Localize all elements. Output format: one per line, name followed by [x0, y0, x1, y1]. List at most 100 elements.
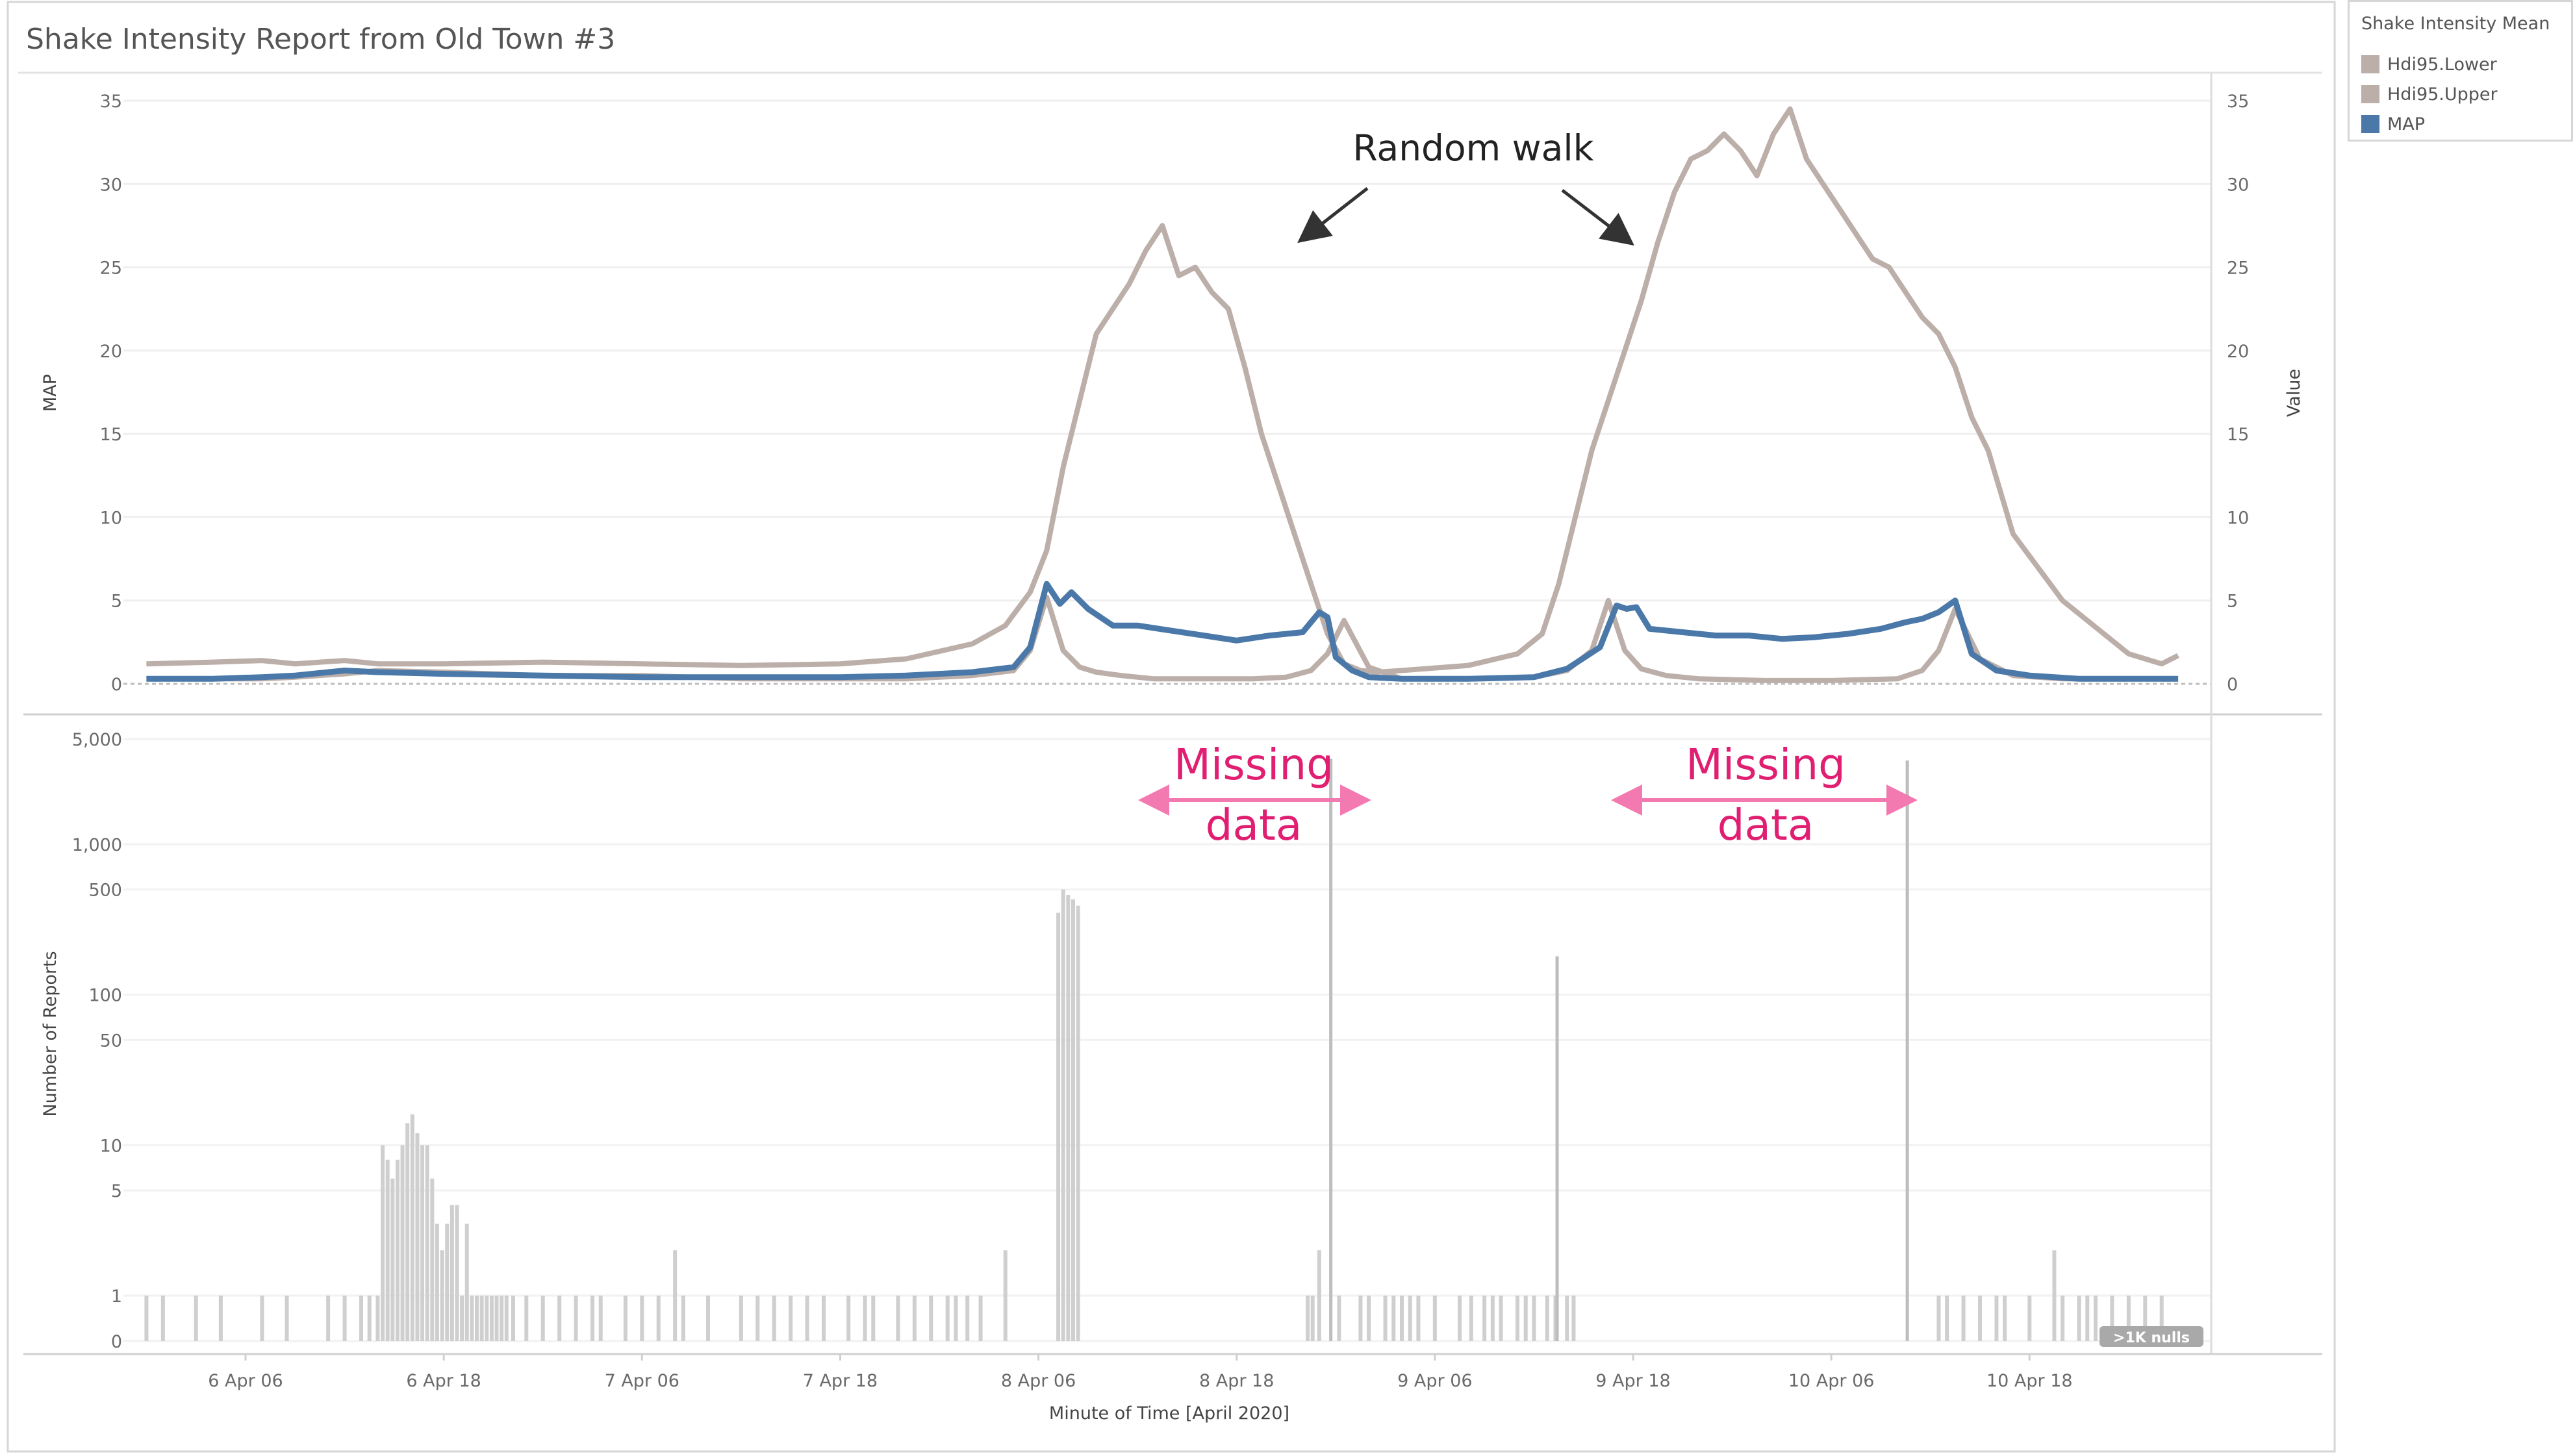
nulls-indicator[interactable]: >1K nulls [2099, 1326, 2203, 1347]
bar-85 [1469, 1296, 1473, 1341]
bar-74 [1317, 1250, 1321, 1341]
bar-54 [805, 1296, 809, 1341]
bar-21 [430, 1178, 435, 1341]
tick-label-right-0: 0 [2227, 675, 2238, 695]
bar-94 [1565, 1296, 1569, 1341]
legend-item-hdi95-lower[interactable]: Hdi95.Lower [2361, 53, 2497, 76]
bar-69 [1066, 895, 1071, 1341]
bar-34 [494, 1296, 499, 1341]
bar-90 [1523, 1296, 1528, 1341]
bar-44 [623, 1296, 628, 1341]
bar-7 [342, 1296, 347, 1341]
tick-label-left-0: 0 [111, 675, 122, 695]
bar-60 [912, 1296, 917, 1341]
bar-93 [1553, 1296, 1558, 1341]
y-axis-title-number-of-reports: Number of Reports [40, 951, 60, 1116]
bar-12 [385, 1159, 390, 1341]
bar-58 [871, 1296, 876, 1341]
bar-47 [673, 1250, 678, 1341]
tick-label-right-35: 35 [2227, 92, 2249, 112]
bar-51 [755, 1296, 760, 1341]
bar-64 [965, 1296, 970, 1341]
bar-57 [863, 1296, 867, 1341]
bar-70 [1071, 899, 1075, 1341]
legend-item-map[interactable]: MAP [2361, 112, 2425, 136]
x-tick-label-2: 7 Apr 06 [605, 1371, 679, 1391]
bar-106 [2085, 1296, 2090, 1341]
tick-label-right-10: 10 [2227, 508, 2249, 528]
tick-label-right-15: 15 [2227, 425, 2249, 445]
bar-109 [2126, 1296, 2131, 1341]
tick-label-bottom-50: 50 [100, 1031, 122, 1051]
bar-8 [359, 1296, 363, 1341]
bar-107 [2094, 1296, 2098, 1341]
bar-41 [574, 1296, 578, 1341]
bar-111 [2159, 1296, 2164, 1341]
series-line-map [146, 581, 2179, 682]
view-frame [6, 1, 2336, 1453]
bar-26 [455, 1205, 459, 1341]
bar-79 [1391, 1296, 1396, 1341]
bar-108 [2110, 1296, 2114, 1341]
bar-75 [1337, 1296, 1341, 1341]
chart-title: Shake Intensity Report from Old Town #3 [26, 23, 615, 56]
bar-77 [1367, 1296, 1371, 1341]
arrow-random-walk-left [1297, 187, 1369, 244]
legend-label-map: MAP [2387, 114, 2426, 134]
bar-16 [405, 1123, 410, 1341]
bar-40 [557, 1296, 562, 1341]
top-right-axis: 0 5 10 15 20 25 30 35 [2227, 92, 2249, 695]
bar-31 [479, 1296, 484, 1341]
bar-45 [640, 1296, 644, 1341]
tick-label-left-10: 10 [100, 508, 122, 528]
bar-83 [1432, 1296, 1437, 1341]
legend-swatch-map [2361, 115, 2379, 133]
annotation-missing-2-line1: Missing [1686, 740, 1846, 790]
legend-item-hdi95-upper[interactable]: Hdi95.Upper [2361, 82, 2498, 106]
bar-104 [2061, 1296, 2065, 1341]
bar-62 [945, 1296, 950, 1341]
bar-13 [390, 1178, 395, 1341]
x-tick-label-5: 8 Apr 18 [1199, 1371, 1274, 1391]
line-series [146, 106, 2179, 683]
bar-4 [260, 1296, 264, 1341]
x-tick-label-8: 10 Apr 06 [1788, 1371, 1875, 1391]
bar-27 [460, 1296, 464, 1341]
tick-label-left-5: 5 [111, 592, 122, 612]
bar-23 [440, 1250, 444, 1341]
series-line-hdi95-upper [146, 106, 2179, 675]
annotation-missing-1-line2: data [1206, 800, 1302, 850]
bar-84 [1458, 1296, 1462, 1341]
bottom-left-axis: 0 1 5 10 50 100 500 1,000 5,000 [72, 730, 122, 1352]
bar-22 [435, 1224, 439, 1341]
x-tick-label-4: 8 Apr 06 [1001, 1371, 1076, 1391]
bar-65 [978, 1296, 983, 1341]
bar-15 [400, 1145, 405, 1341]
x-axis-title: Minute of Time [April 2020] [1049, 1403, 1289, 1424]
bar-43 [598, 1296, 603, 1341]
x-tick-label-3: 7 Apr 18 [803, 1371, 878, 1391]
top-left-axis: 0 5 10 15 20 25 30 35 [100, 92, 122, 695]
legend: Shake Intensity Mean Hdi95.Lower Hdi95.U… [2348, 0, 2573, 142]
bar-46 [656, 1296, 661, 1341]
legend-title: Shake Intensity Mean [2361, 14, 2550, 34]
tick-label-bottom-5: 5 [111, 1181, 122, 1201]
bar-56 [846, 1296, 851, 1341]
bar-50 [739, 1296, 743, 1341]
bar-28 [464, 1224, 469, 1341]
bar-96 [1936, 1296, 1941, 1341]
spike-1 [1555, 956, 1559, 1341]
x-tick-label-9: 10 Apr 18 [1986, 1371, 2073, 1391]
bar-81 [1408, 1296, 1412, 1341]
bar-73 [1310, 1296, 1315, 1341]
bar-91 [1532, 1296, 1536, 1341]
bar-102 [2027, 1296, 2032, 1341]
bar-18 [415, 1133, 420, 1341]
legend-swatch-hdi95-upper [2361, 85, 2379, 103]
bar-17 [410, 1114, 414, 1341]
x-tick-label-7: 9 Apr 18 [1595, 1371, 1670, 1391]
bar-29 [470, 1296, 474, 1341]
bar-24 [445, 1224, 450, 1341]
bar-92 [1545, 1296, 1549, 1341]
